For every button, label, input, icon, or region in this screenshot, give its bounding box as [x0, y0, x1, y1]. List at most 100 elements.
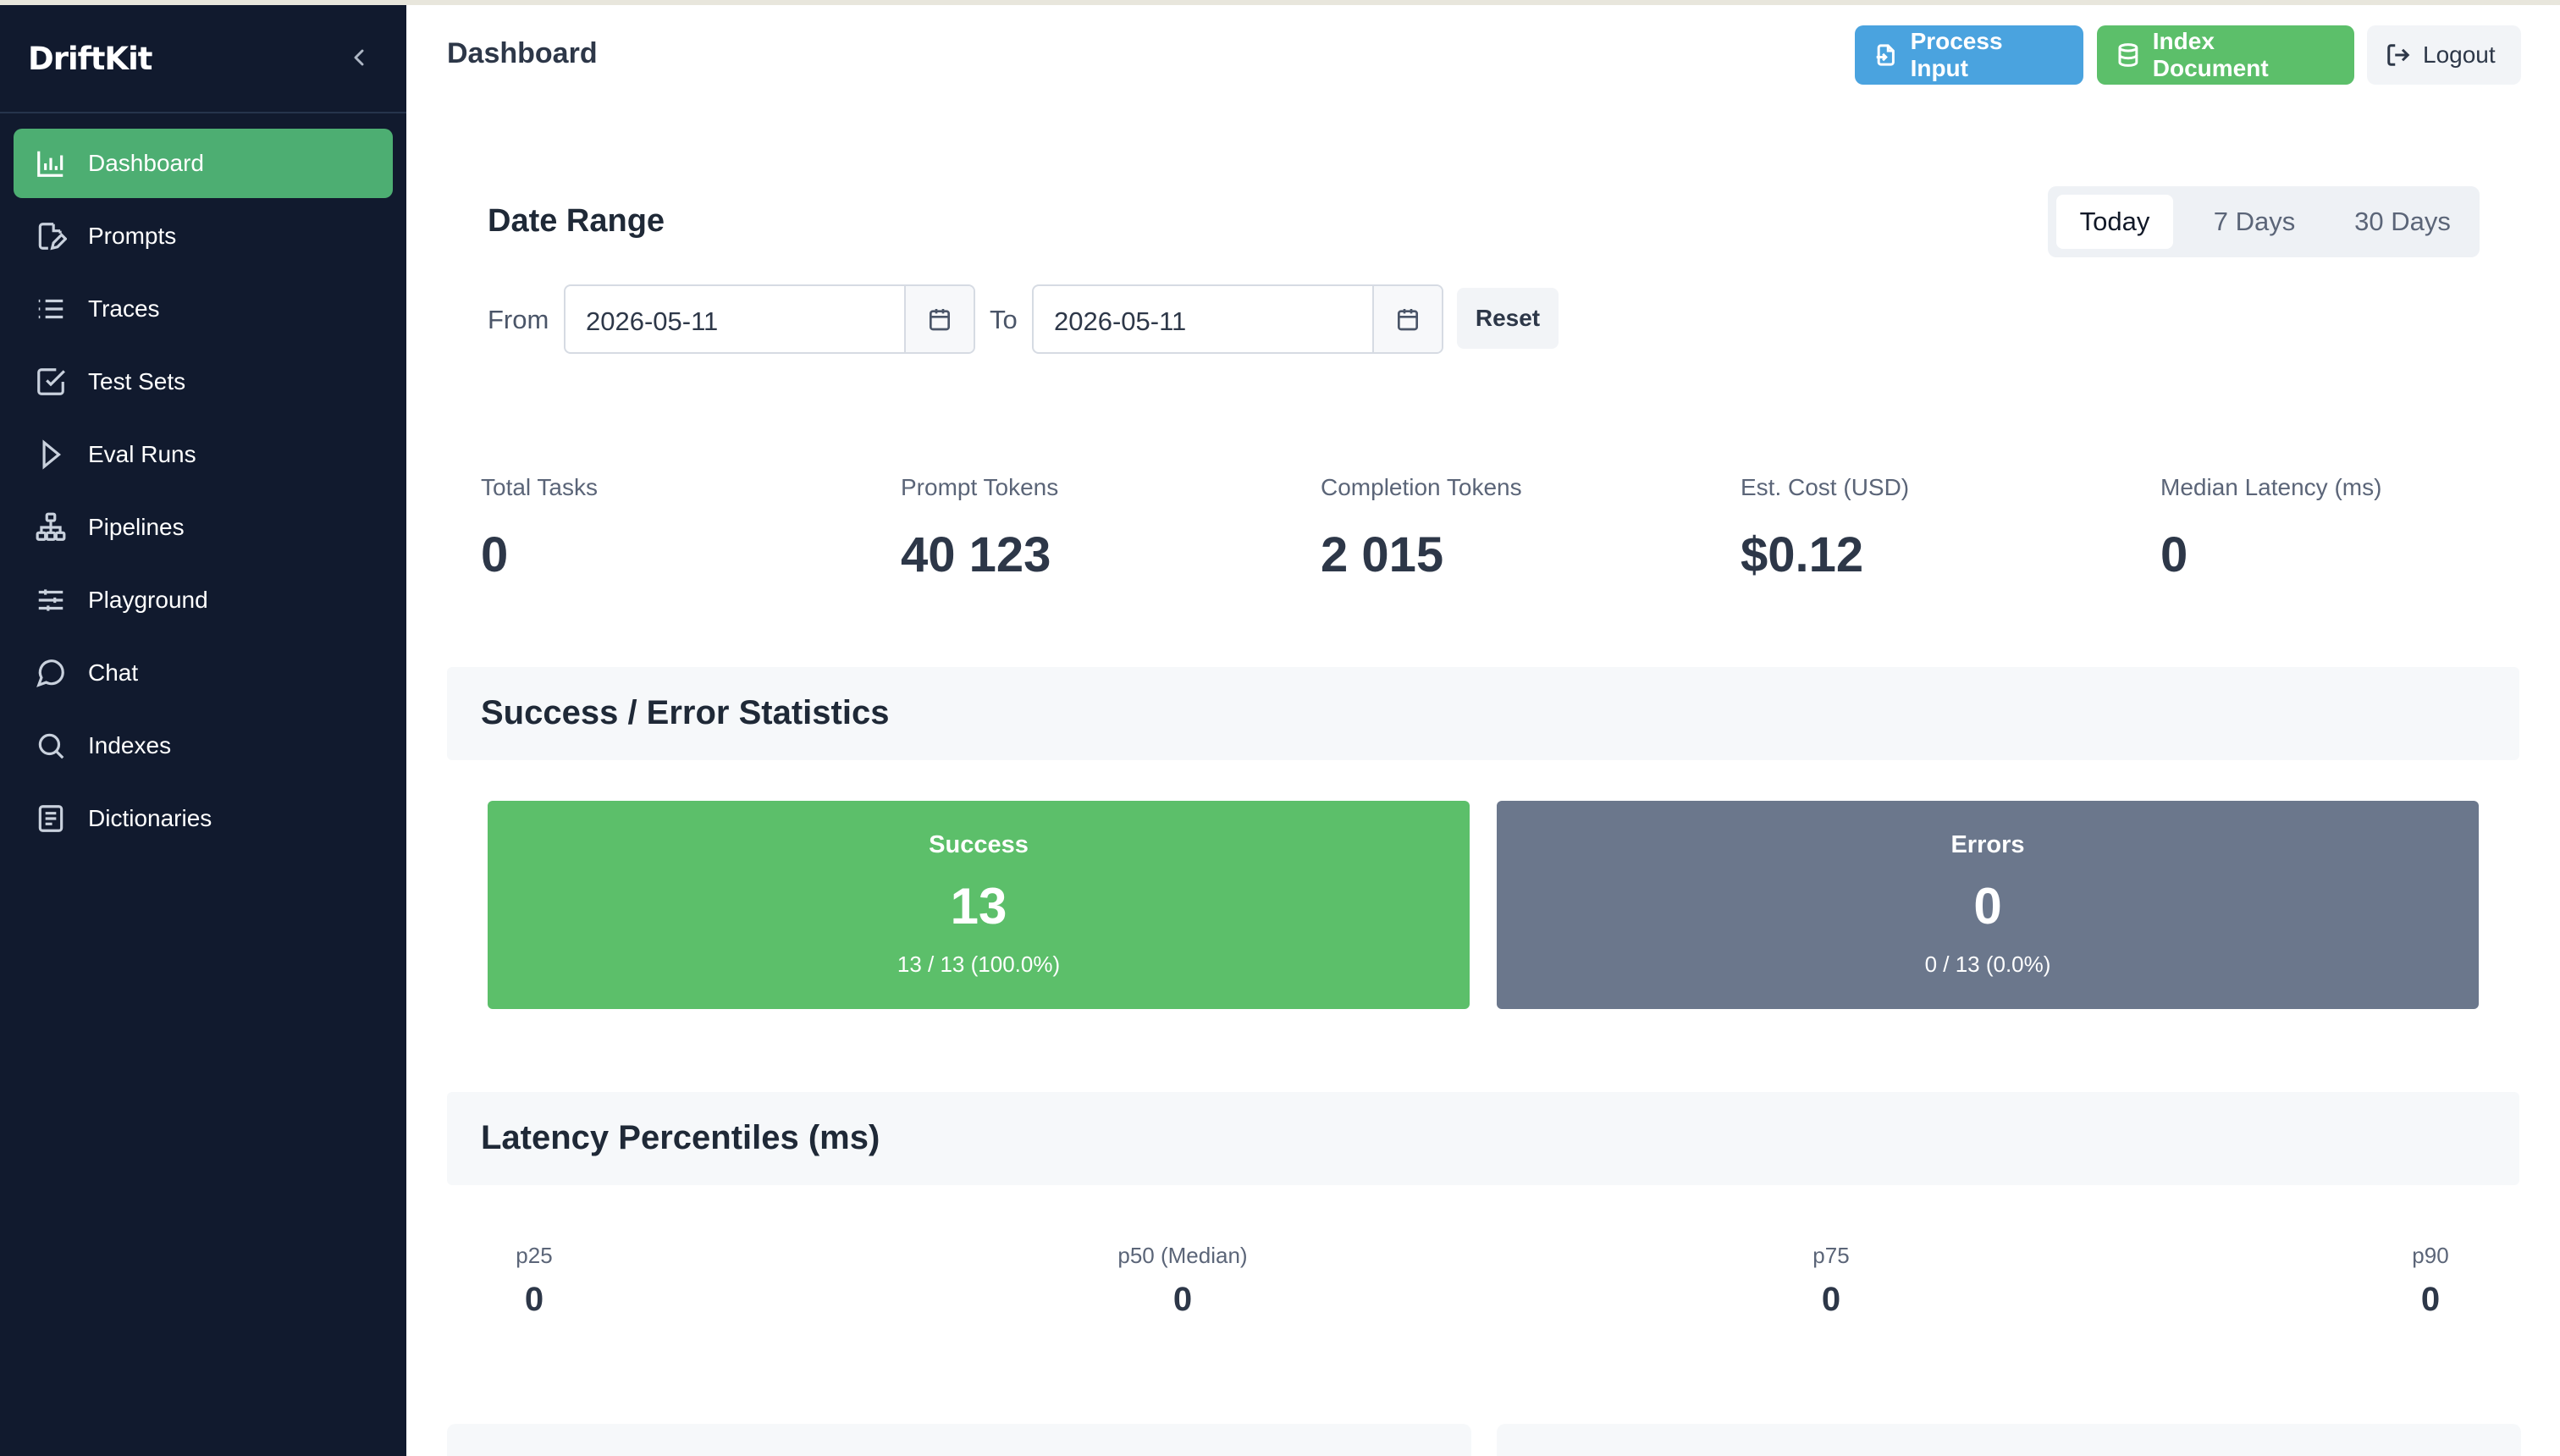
bar-chart-icon — [34, 146, 68, 180]
stat-value: 40 123 — [901, 527, 1051, 582]
sidebar-item-dashboard[interactable]: Dashboard — [14, 129, 393, 198]
sidebar-item-indexes[interactable]: Indexes — [14, 711, 393, 780]
latency-value: 0 — [2420, 1281, 2441, 1318]
sidebar-item-label: Pipelines — [88, 514, 185, 540]
stat-total-tasks: Total Tasks 0 — [481, 474, 598, 583]
app-brand: DriftKit — [28, 40, 152, 77]
checkbox-icon — [34, 365, 68, 399]
stat-value: 0 — [481, 527, 509, 582]
file-edit-icon — [34, 219, 68, 253]
play-icon — [34, 438, 68, 472]
sidebar-item-test-sets[interactable]: Test Sets — [14, 347, 393, 416]
file-import-icon — [1876, 44, 1895, 66]
stat-prompt-tokens: Prompt Tokens 40 123 — [901, 474, 1058, 583]
sidebar-item-dictionaries[interactable]: Dictionaries — [14, 784, 393, 853]
stat-est-cost: Est. Cost (USD) $0.12 — [1741, 474, 1909, 583]
sidebar-item-playground[interactable]: Playground — [14, 565, 393, 635]
date-range-title: Date Range — [488, 203, 665, 239]
sidebar-item-label: Dashboard — [88, 150, 204, 176]
errors-card: Errors 0 0 / 13 (0.0%) — [1497, 801, 2479, 1009]
section-title: Latency Percentiles (ms) — [481, 1119, 880, 1156]
bottom-card-right — [1497, 1424, 2521, 1456]
from-date-field[interactable]: 2026-05-11 — [564, 284, 975, 354]
to-label: To — [990, 305, 1018, 334]
index-document-label: Index Document — [2152, 28, 2269, 81]
success-card: Success 13 13 / 13 (100.0%) — [488, 801, 1470, 1009]
calendar-icon — [1398, 309, 1418, 331]
from-label: From — [488, 305, 549, 334]
latency-value: 0 — [524, 1281, 544, 1318]
sidebar-item-label: Indexes — [88, 732, 172, 758]
latency-p50: p50 (Median) 0 — [1098, 1243, 1267, 1319]
chat-icon — [34, 656, 68, 690]
success-count: 13 — [950, 878, 1007, 935]
errors-label: Errors — [1950, 831, 2025, 858]
page-title: Dashboard — [447, 37, 598, 69]
latency-label: p25 — [516, 1243, 553, 1268]
logout-label: Logout — [2423, 41, 2496, 68]
window-top-border — [0, 0, 2560, 5]
sidebar-item-pipelines[interactable]: Pipelines — [14, 493, 393, 562]
latency-section-header: Latency Percentiles (ms) — [447, 1092, 2519, 1185]
list-icon — [34, 292, 68, 326]
sidebar-item-label: Playground — [88, 587, 208, 613]
process-input-button[interactable]: Process Input — [1855, 25, 2083, 85]
section-title: Success / Error Statistics — [481, 694, 890, 731]
sidebar-item-chat[interactable]: Chat — [14, 638, 393, 708]
success-error-section-header: Success / Error Statistics — [447, 667, 2519, 760]
latency-label: p75 — [1812, 1243, 1850, 1268]
to-date-field[interactable]: 2026-05-11 — [1032, 284, 1443, 354]
stat-completion-tokens: Completion Tokens 2 015 — [1321, 474, 1522, 583]
process-input-label: Process Input — [1910, 28, 2003, 81]
sidebar: DriftKit Dashboard Prompts Traces Test S… — [0, 5, 406, 1456]
to-date-value: 2026-05-11 — [1054, 306, 1187, 336]
sidebar-item-label: Prompts — [88, 223, 177, 249]
from-calendar-button[interactable] — [904, 286, 974, 352]
success-ratio: 13 / 13 (100.0%) — [897, 951, 1061, 977]
stat-value: $0.12 — [1741, 527, 1864, 582]
sidebar-header: DriftKit — [0, 5, 406, 113]
latency-value: 0 — [1821, 1281, 1841, 1318]
errors-ratio: 0 / 13 (0.0%) — [1924, 951, 2051, 977]
sidebar-item-label: Dictionaries — [88, 805, 212, 831]
sidebar-item-label: Traces — [88, 295, 160, 322]
latency-label: p90 — [2412, 1243, 2449, 1268]
logout-icon — [2387, 44, 2410, 66]
stat-median-latency: Median Latency (ms) 0 — [2160, 474, 2381, 583]
from-date-value: 2026-05-11 — [586, 306, 719, 336]
stat-value: 2 015 — [1321, 527, 1444, 582]
sidebar-item-traces[interactable]: Traces — [14, 274, 393, 344]
stat-label: Prompt Tokens — [901, 474, 1059, 500]
hierarchy-icon — [34, 510, 68, 544]
date-preset-toggle: Today 7 Days 30 Days — [2048, 186, 2480, 257]
sidebar-item-label: Chat — [88, 659, 139, 686]
latency-p75: p75 0 — [1789, 1243, 1873, 1319]
preset-today-button[interactable]: Today — [2056, 195, 2173, 249]
sidebar-item-label: Test Sets — [88, 368, 186, 394]
stat-label: Completion Tokens — [1321, 474, 1522, 500]
sidebar-item-prompts[interactable]: Prompts — [14, 201, 393, 271]
database-icon — [2118, 43, 2138, 67]
stat-value: 0 — [2160, 527, 2188, 582]
to-calendar-button[interactable] — [1372, 286, 1442, 352]
stat-label: Est. Cost (USD) — [1741, 474, 1910, 500]
search-icon — [34, 729, 68, 763]
sidebar-nav: Dashboard Prompts Traces Test Sets Eval … — [0, 113, 406, 853]
success-label: Success — [929, 831, 1029, 858]
preset-7-days-button[interactable]: 7 Days — [2213, 207, 2296, 236]
sidebar-item-label: Eval Runs — [88, 441, 196, 467]
latency-p25: p25 0 — [491, 1243, 577, 1319]
stat-label: Total Tasks — [481, 474, 598, 500]
reset-button[interactable]: Reset — [1457, 288, 1559, 349]
sidebar-item-eval-runs[interactable]: Eval Runs — [14, 420, 393, 489]
sliders-icon — [34, 583, 68, 617]
preset-30-days-button[interactable]: 30 Days — [2354, 207, 2451, 236]
index-document-button[interactable]: Index Document — [2097, 25, 2354, 85]
stat-label: Median Latency (ms) — [2160, 474, 2382, 500]
chevron-left-icon[interactable] — [345, 44, 372, 71]
calendar-icon — [930, 309, 950, 331]
logout-button[interactable]: Logout — [2367, 25, 2521, 85]
latency-p90: p90 0 — [2388, 1243, 2473, 1319]
book-icon — [34, 802, 68, 836]
latency-label: p50 (Median) — [1117, 1243, 1248, 1268]
